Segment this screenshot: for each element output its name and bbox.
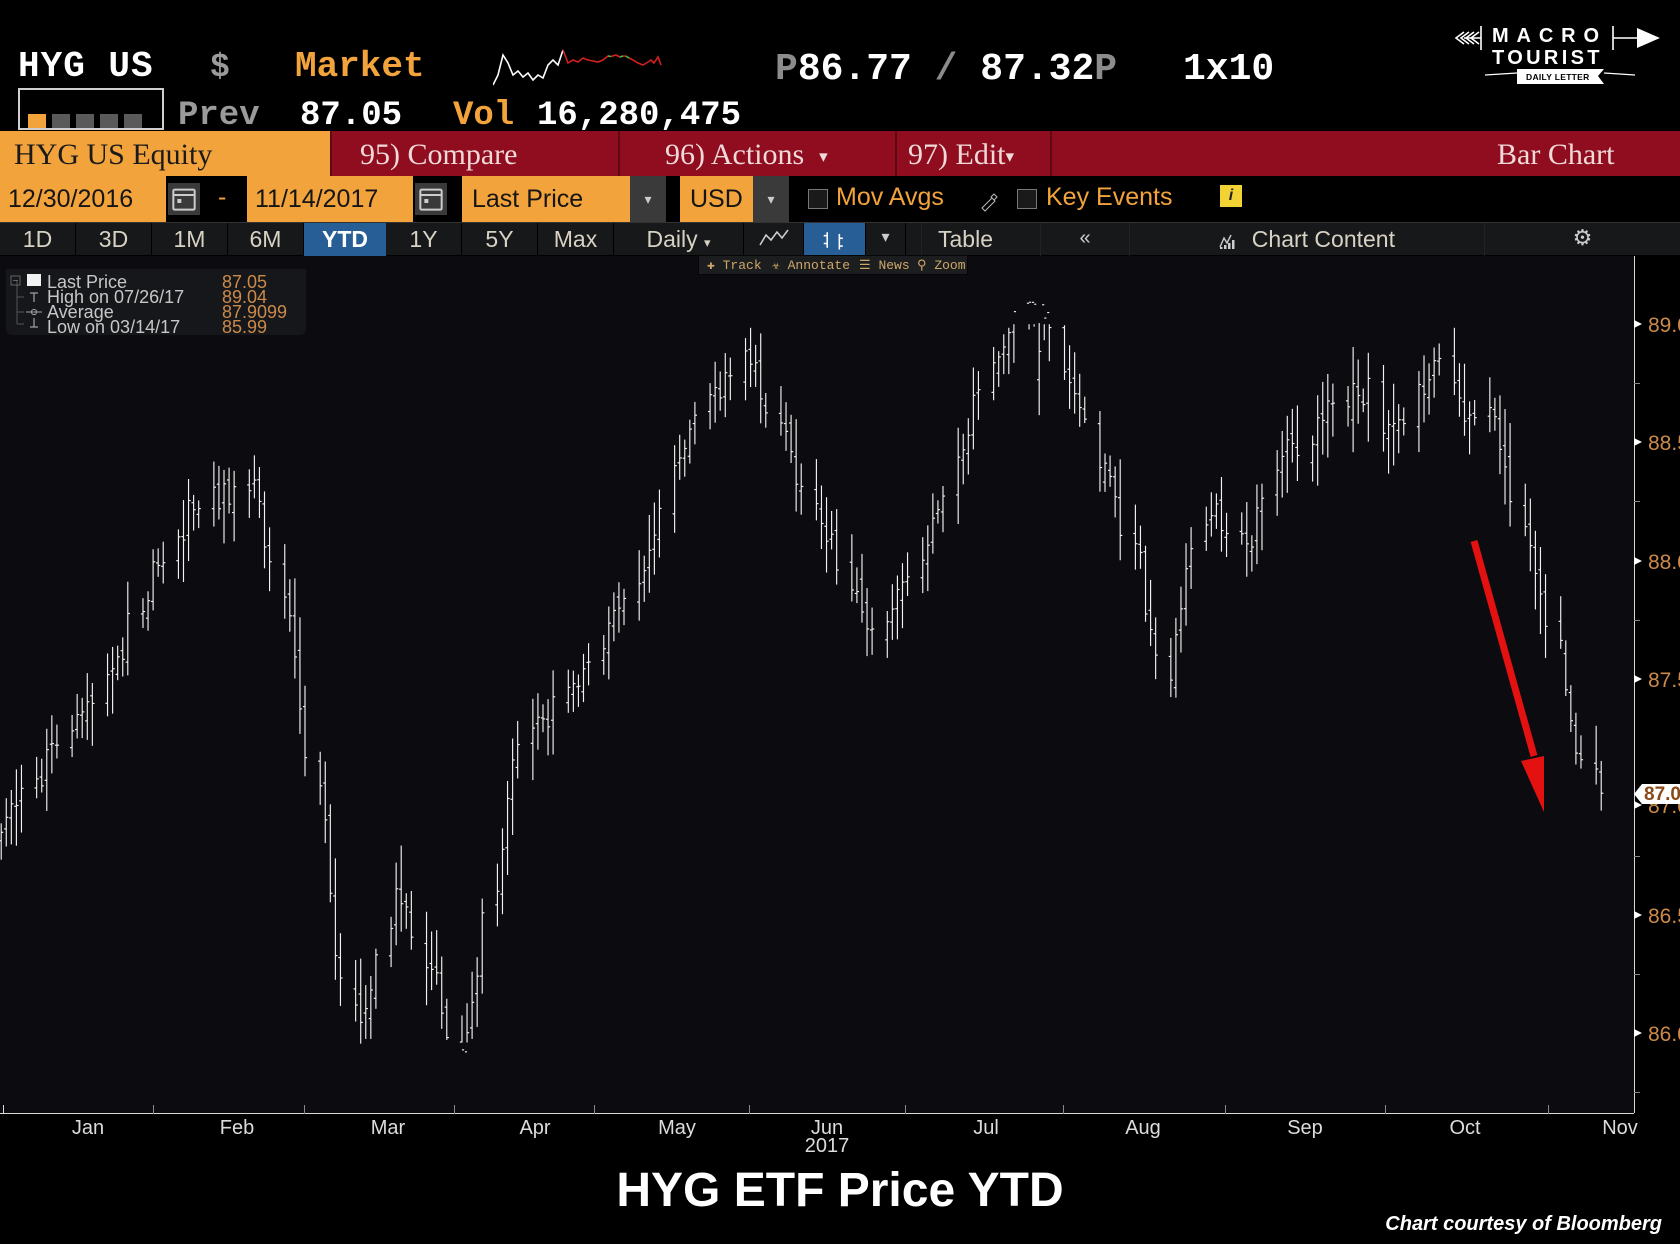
svg-text:MACRO: MACRO bbox=[1492, 25, 1600, 47]
svg-text:TOURIST: TOURIST bbox=[1492, 47, 1600, 69]
svg-text:DAILY LETTER: DAILY LETTER bbox=[1526, 72, 1590, 82]
